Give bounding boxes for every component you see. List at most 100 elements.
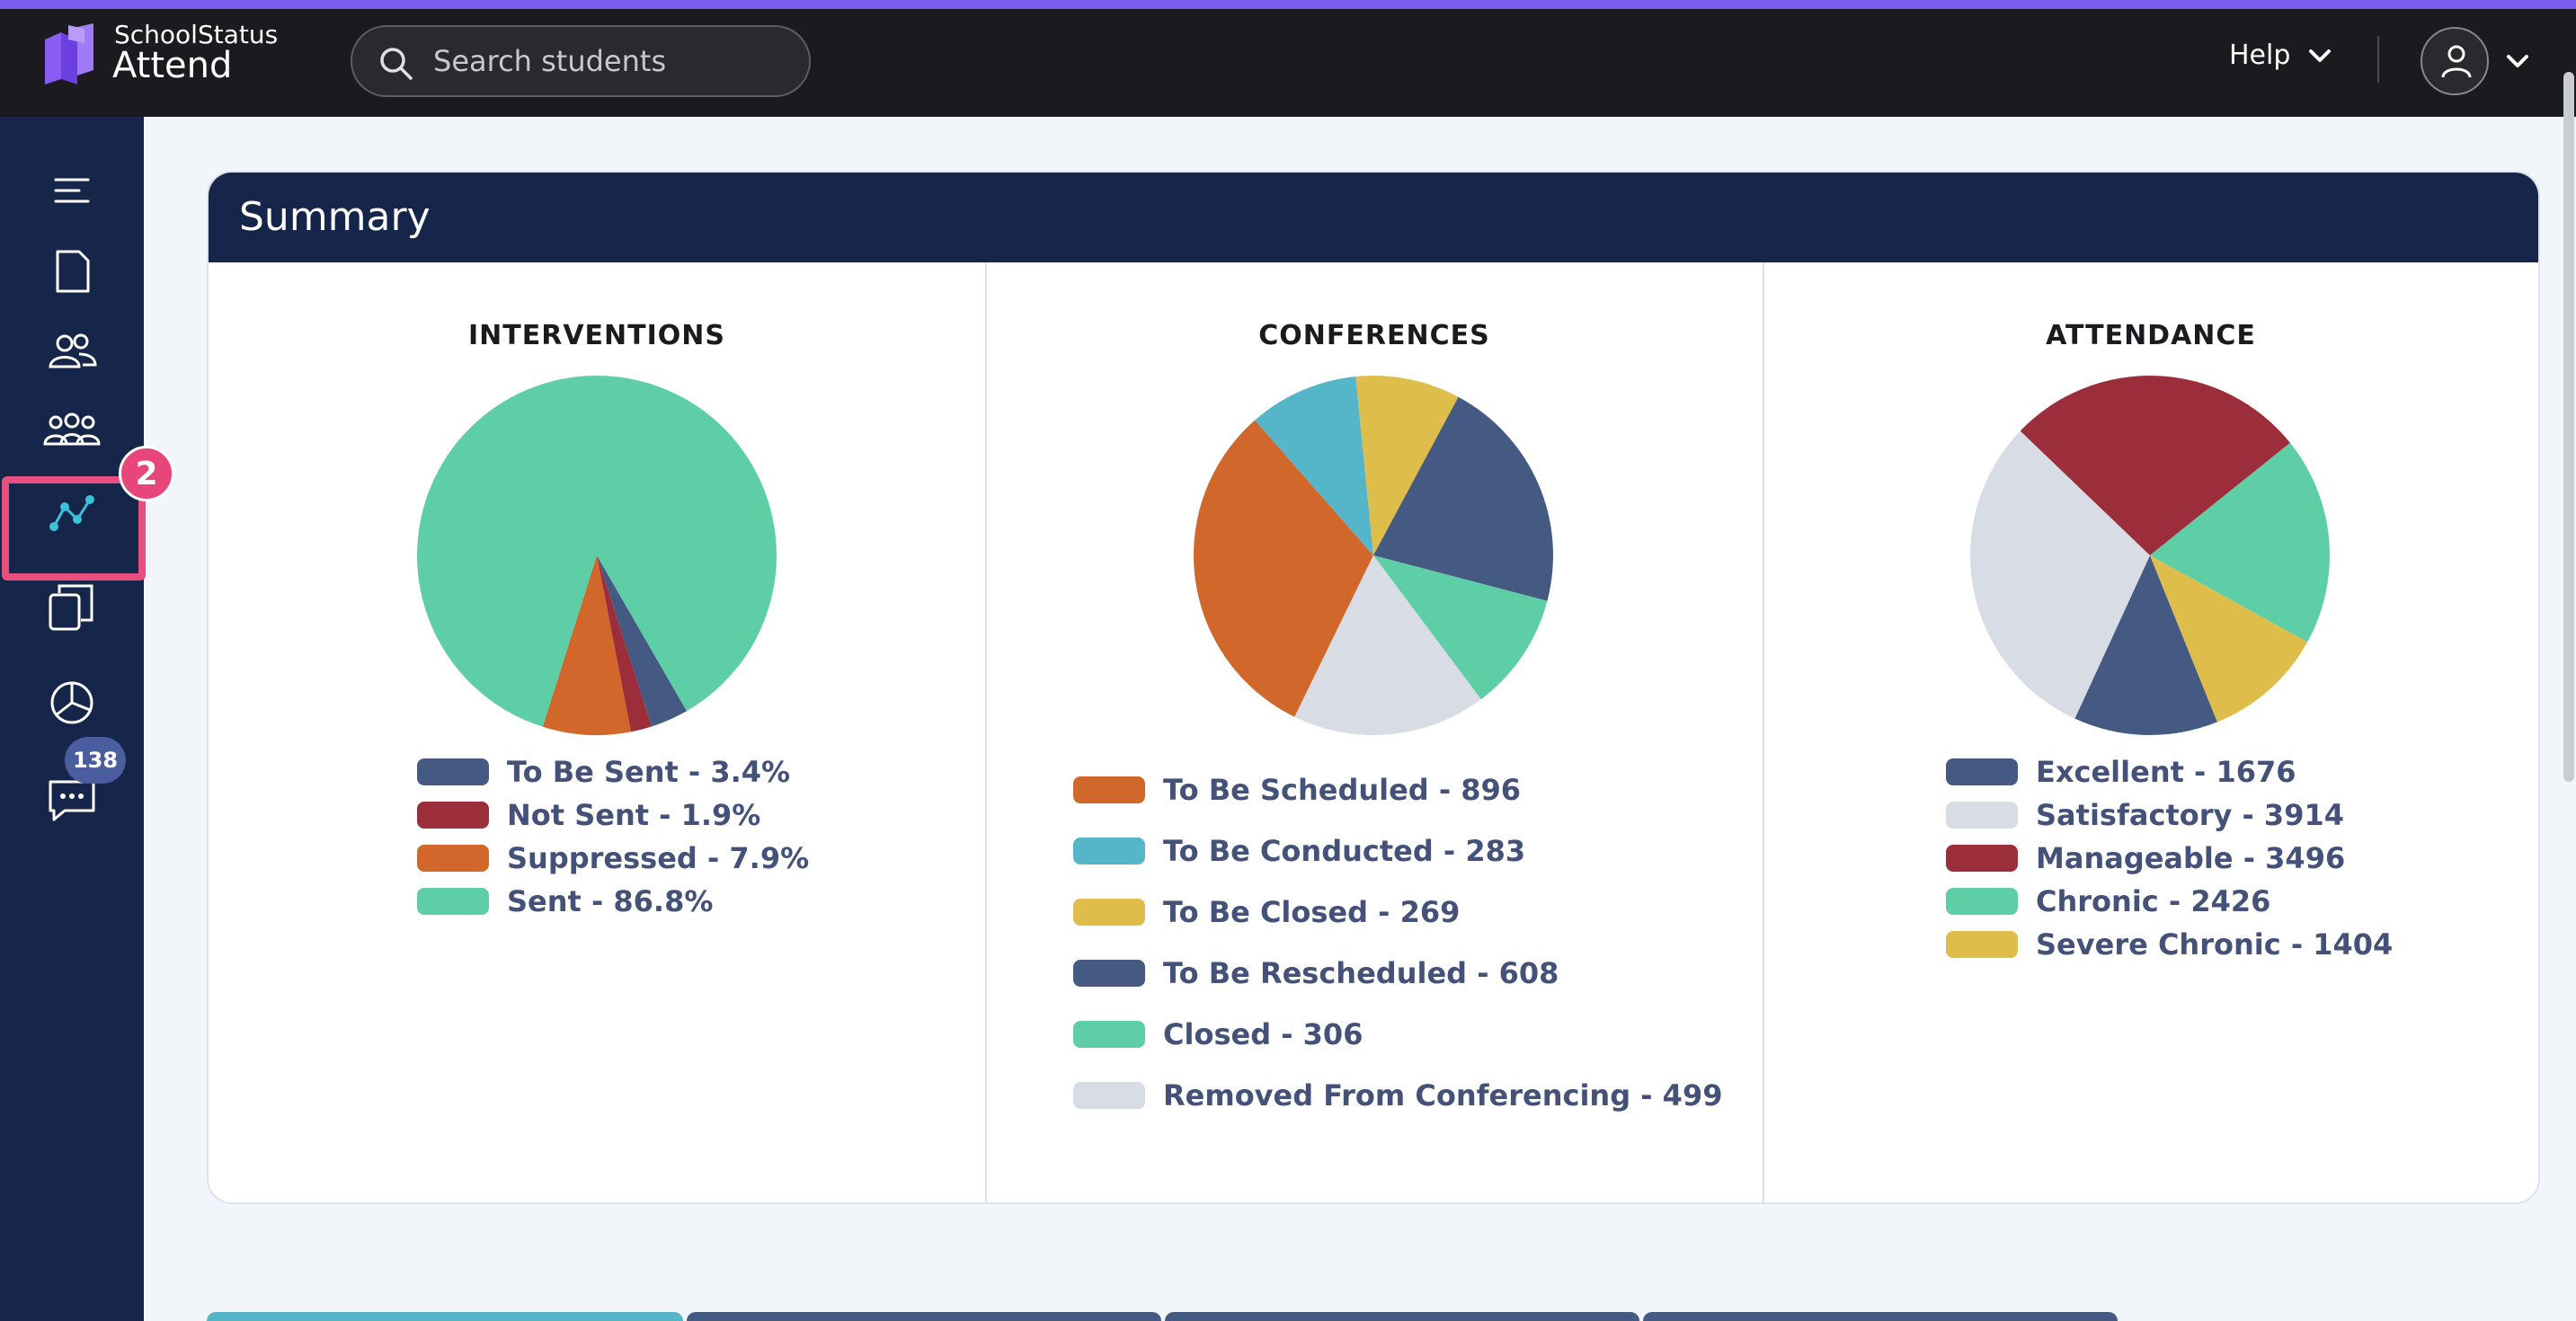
legend-label: Chronic - 2426 [2036, 884, 2271, 918]
legend-label: To Be Sent - 3.4% [507, 755, 791, 789]
legend-label: To Be Rescheduled - 608 [1163, 956, 1559, 990]
conferences-title: CONFERENCES [1258, 320, 1490, 351]
search-icon [380, 48, 413, 80]
pie-slice-excellent[interactable] [2074, 555, 2217, 735]
pie-slice-removed-from-conferencing[interactable] [1294, 555, 1481, 735]
trends-icon[interactable] [43, 485, 101, 543]
user-icon [2441, 45, 2472, 78]
top-bar: SchoolStatus Attend Help [0, 0, 2576, 117]
legend-swatch [1946, 931, 2018, 958]
summary-header: Summary [209, 173, 2538, 262]
pie-slice-to-be-closed[interactable] [1355, 376, 1459, 555]
conferences-pie-chart[interactable] [1192, 374, 1555, 737]
groups-icon[interactable] [43, 403, 101, 460]
legend-item[interactable]: Severe Chronic - 1404 [1946, 927, 2393, 962]
legend-item[interactable]: Manageable - 3496 [1946, 841, 2345, 875]
chart-icon[interactable] [43, 674, 101, 731]
pie-slice-chronic[interactable] [2150, 442, 2330, 643]
legend-swatch [1073, 1082, 1145, 1109]
legend-item[interactable]: To Be Closed - 269 [1073, 895, 1460, 929]
legend-swatch [1946, 758, 2018, 785]
legend-label: Sent - 86.8% [507, 884, 714, 918]
pie-slice-severe-chronic[interactable] [2150, 555, 2308, 723]
top-accent-stripe [0, 0, 2576, 9]
legend-swatch [1073, 1021, 1145, 1048]
legend-item[interactable]: To Be Rescheduled - 608 [1073, 956, 1559, 990]
interventions-pie-chart[interactable] [415, 374, 778, 737]
pie-slice-to-be-rescheduled[interactable] [1373, 396, 1553, 601]
legend-item[interactable]: To Be Sent - 3.4% [417, 755, 790, 789]
legend-item[interactable]: To Be Conducted - 283 [1073, 834, 1525, 868]
search-input[interactable] [433, 38, 793, 84]
legend-item[interactable]: Chronic - 2426 [1946, 884, 2270, 918]
user-menu-chevron-icon[interactable] [2504, 52, 2531, 70]
pie-slice-to-be-scheduled[interactable] [1194, 420, 1373, 717]
legend-swatch [417, 802, 489, 829]
tab-4[interactable] [1643, 1312, 2118, 1321]
legend-swatch [417, 888, 489, 915]
schoolstatus-logo-icon[interactable] [41, 23, 99, 86]
pie-slice-closed[interactable] [1373, 555, 1548, 700]
attendance-title: ATTENDANCE [2046, 320, 2256, 351]
brand-name: SchoolStatus [114, 20, 279, 49]
attendance-pie-chart[interactable] [1968, 374, 2332, 737]
legend-label: To Be Closed - 269 [1163, 895, 1461, 929]
legend-item[interactable]: Closed - 306 [1073, 1017, 1363, 1051]
bottom-tab-strip [207, 1312, 2118, 1321]
interventions-title: INTERVENTIONS [468, 320, 725, 351]
legend-swatch [1946, 802, 2018, 829]
legend-item[interactable]: Satisfactory - 3914 [1946, 798, 2344, 832]
panel-divider [1763, 262, 1764, 1202]
header-divider [2377, 36, 2379, 83]
legend-label: Not Sent - 1.9% [507, 798, 761, 832]
messages-count-badge: 138 [65, 737, 126, 784]
legend-swatch [417, 845, 489, 872]
legend-label: Closed - 306 [1163, 1017, 1364, 1051]
pie-slice-to-be-conducted[interactable] [1255, 376, 1373, 555]
users-icon[interactable] [43, 324, 101, 381]
tab-3[interactable] [1165, 1312, 1639, 1321]
legend-swatch [1946, 845, 2018, 872]
legend-item[interactable]: Not Sent - 1.9% [417, 798, 760, 832]
legend-label: Excellent - 1676 [2036, 755, 2296, 789]
legend-swatch [1073, 899, 1145, 926]
highlight-badge: 2 [119, 446, 174, 501]
help-menu[interactable]: Help [2229, 40, 2333, 71]
legend-label: Manageable - 3496 [2036, 841, 2346, 875]
legend-label: Severe Chronic - 1404 [2036, 927, 2394, 962]
legend-label: Satisfactory - 3914 [2036, 798, 2344, 832]
legend-label: Removed From Conferencing - 499 [1163, 1078, 1723, 1113]
legend-label: Suppressed - 7.9% [507, 841, 810, 875]
legend-item[interactable]: To Be Scheduled - 896 [1073, 773, 1521, 807]
tab-1[interactable] [207, 1312, 683, 1321]
sidebar-highlight-frame [2, 476, 146, 581]
legend-swatch [1073, 838, 1145, 864]
legend-swatch [417, 758, 489, 785]
legend-swatch [1073, 960, 1145, 987]
summary-title: Summary [239, 194, 431, 240]
tab-2[interactable] [687, 1312, 1161, 1321]
legend-swatch [1073, 776, 1145, 803]
pie-slice-suppressed[interactable] [542, 555, 631, 735]
legend-label: To Be Scheduled - 896 [1163, 773, 1522, 807]
chevron-down-icon [2309, 49, 2332, 62]
pie-slice-satisfactory[interactable] [1970, 430, 2150, 719]
legend-item[interactable]: Removed From Conferencing - 499 [1073, 1078, 1722, 1113]
pie-slice-manageable[interactable] [2020, 376, 2290, 555]
legend-swatch [1946, 888, 2018, 915]
menu-icon[interactable] [43, 162, 101, 219]
messages-icon[interactable] [43, 771, 101, 829]
document-icon[interactable] [43, 243, 101, 300]
page-scrollbar[interactable] [2563, 72, 2574, 782]
help-label: Help [2229, 40, 2291, 71]
pie-slice-to-be-sent[interactable] [597, 555, 687, 727]
copies-icon[interactable] [43, 579, 101, 636]
search-box[interactable] [351, 25, 811, 97]
product-name: Attend [112, 45, 233, 86]
user-avatar[interactable] [2421, 27, 2489, 95]
legend-item[interactable]: Suppressed - 7.9% [417, 841, 809, 875]
legend-item[interactable]: Excellent - 1676 [1946, 755, 2296, 789]
pie-slice-not-sent[interactable] [597, 555, 653, 732]
legend-item[interactable]: Sent - 86.8% [417, 884, 713, 918]
pie-slice-sent[interactable] [417, 376, 777, 727]
